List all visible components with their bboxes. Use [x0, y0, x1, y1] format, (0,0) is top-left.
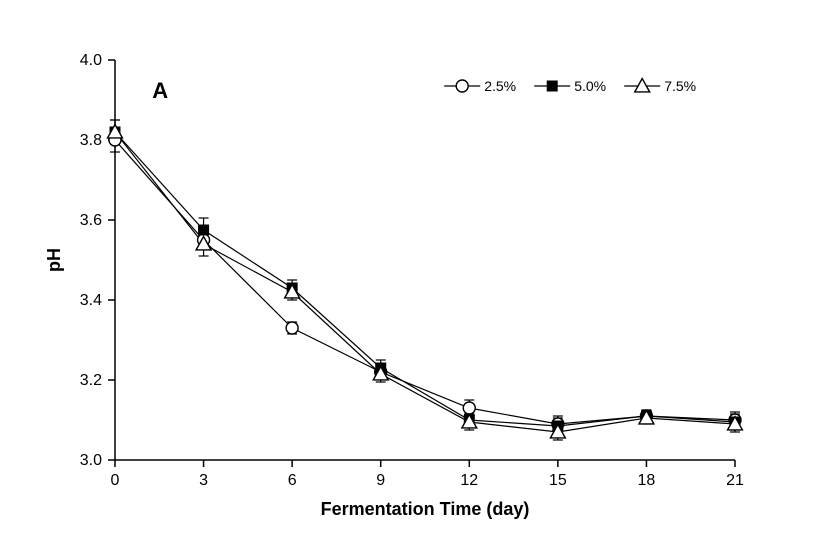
- x-tick-label: 12: [460, 472, 478, 489]
- chart-svg: 0 3 6 9 12 15 18 21 3.0 3.2 3.4 3.6 3.8 4.0 Fermentati…: [0, 0, 837, 554]
- y-tick-label: 3.2: [80, 372, 102, 389]
- y-tick-label: 4.0: [80, 52, 102, 69]
- y-axis-label: pH: [44, 248, 64, 272]
- x-tick-label: 18: [638, 472, 656, 489]
- y-tick-label: 3.0: [80, 452, 102, 469]
- x-tick-label: 0: [111, 472, 120, 489]
- x-axis-label: Fermentation Time (day): [321, 499, 530, 519]
- panel-letter: A: [152, 78, 168, 103]
- legend-item-label: 5.0%: [574, 78, 606, 94]
- line-chart: 0 3 6 9 12 15 18 21 3.0 3.2 3.4 3.6 3.8 4.0 Fermentati…: [0, 0, 837, 554]
- x-tick-label: 15: [549, 472, 567, 489]
- y-tick-label: 3.4: [80, 292, 102, 309]
- x-tick-label: 21: [726, 472, 744, 489]
- legend-item-label: 2.5%: [484, 78, 516, 94]
- x-tick-label: 3: [199, 472, 208, 489]
- legend-item-label: 7.5%: [664, 78, 696, 94]
- y-tick-label: 3.6: [80, 212, 102, 229]
- x-tick-label: 6: [288, 472, 297, 489]
- x-tick-label: 9: [376, 472, 385, 489]
- y-tick-label: 3.8: [80, 132, 102, 149]
